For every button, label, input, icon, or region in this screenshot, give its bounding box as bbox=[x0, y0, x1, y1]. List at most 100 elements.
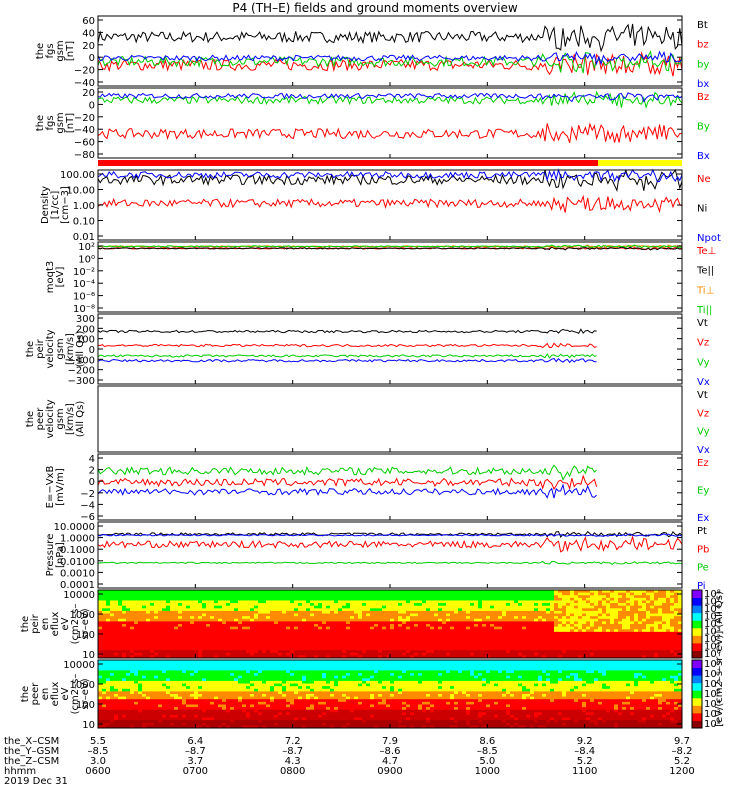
heat-cell bbox=[326, 637, 331, 641]
heat-cell bbox=[278, 644, 283, 649]
heat-cell bbox=[234, 626, 239, 630]
heat-cell bbox=[434, 618, 439, 622]
heat-cell bbox=[558, 603, 563, 607]
heat-cell bbox=[514, 592, 519, 596]
heat-cell bbox=[634, 616, 639, 620]
heat-cell bbox=[310, 644, 315, 649]
y-axis-label: Density bbox=[40, 186, 51, 224]
heat-cell bbox=[634, 629, 639, 633]
heat-cell bbox=[270, 610, 275, 615]
heat-cell bbox=[542, 608, 547, 612]
heat-cell bbox=[510, 626, 515, 630]
heat-cell bbox=[370, 650, 375, 654]
heat-cell bbox=[514, 605, 519, 609]
heat-cell bbox=[254, 629, 259, 633]
heat-cell bbox=[450, 652, 455, 656]
heat-cell bbox=[226, 590, 231, 594]
heat-cell bbox=[458, 621, 463, 625]
heat-cell bbox=[598, 592, 603, 596]
heat-cell bbox=[462, 626, 467, 630]
heat-cell bbox=[238, 644, 243, 649]
heat-cell bbox=[474, 639, 479, 643]
heat-cell bbox=[534, 639, 539, 643]
heat-cell bbox=[290, 613, 295, 617]
heat-cell bbox=[398, 637, 403, 641]
legend-Vt: Vt bbox=[697, 390, 708, 401]
heat-cell bbox=[138, 616, 143, 620]
heat-cell bbox=[558, 629, 563, 633]
heat-cell bbox=[282, 655, 287, 659]
heat-cell bbox=[214, 605, 219, 609]
heat-cell bbox=[590, 600, 595, 604]
heat-cell bbox=[318, 618, 323, 622]
heat-cell bbox=[182, 629, 187, 633]
heat-cell bbox=[118, 652, 123, 656]
heat-cell bbox=[134, 631, 139, 635]
heat-cell bbox=[502, 650, 507, 654]
heat-cell bbox=[374, 652, 379, 656]
heat-cell bbox=[510, 634, 515, 638]
heat-cell bbox=[626, 608, 631, 612]
heat-cell bbox=[506, 647, 511, 651]
heat-cell bbox=[186, 624, 191, 628]
heat-cell bbox=[486, 624, 491, 628]
heat-cell bbox=[522, 642, 527, 646]
heat-cell bbox=[218, 610, 223, 615]
heat-cell bbox=[174, 634, 179, 638]
heat-cell bbox=[242, 652, 247, 656]
heat-cell bbox=[626, 642, 631, 646]
heat-cell bbox=[154, 650, 159, 654]
heat-cell bbox=[602, 639, 607, 643]
heat-cell bbox=[278, 590, 283, 594]
heat-cell bbox=[250, 603, 255, 607]
heat-cell bbox=[458, 634, 463, 638]
heat-cell bbox=[330, 608, 335, 612]
heat-cell bbox=[450, 595, 455, 599]
heat-cell bbox=[202, 618, 207, 622]
heat-cell bbox=[622, 642, 627, 646]
heat-cell bbox=[350, 600, 355, 604]
heat-cell bbox=[258, 644, 263, 649]
heat-cell bbox=[342, 608, 347, 612]
heat-cell bbox=[286, 592, 291, 596]
heat-cell bbox=[222, 610, 227, 615]
heat-cell bbox=[610, 616, 615, 620]
heat-cell bbox=[590, 629, 595, 633]
heat-cell bbox=[222, 655, 227, 659]
heat-cell bbox=[602, 655, 607, 659]
heat-cell bbox=[266, 603, 271, 607]
heat-cell bbox=[146, 626, 151, 630]
heat-cell bbox=[514, 600, 519, 604]
heat-cell bbox=[450, 639, 455, 643]
heat-cell bbox=[414, 605, 419, 609]
heat-cell bbox=[306, 595, 311, 599]
heat-cell bbox=[198, 608, 203, 612]
heat-cell bbox=[210, 624, 215, 628]
heat-cell bbox=[590, 626, 595, 630]
heat-cell bbox=[386, 624, 391, 628]
heat-cell bbox=[334, 616, 339, 620]
heat-cell bbox=[454, 626, 459, 630]
heat-cell bbox=[398, 629, 403, 633]
heat-cell bbox=[258, 647, 263, 651]
heat-cell bbox=[418, 590, 423, 594]
heat-cell bbox=[486, 637, 491, 641]
heat-cell bbox=[210, 592, 215, 596]
heat-cell bbox=[422, 605, 427, 609]
heat-cell bbox=[106, 639, 111, 643]
heat-cell bbox=[346, 631, 351, 635]
heat-cell bbox=[414, 644, 419, 649]
heat-cell bbox=[426, 650, 431, 654]
heat-cell bbox=[222, 647, 227, 651]
heat-cell bbox=[102, 647, 107, 651]
heat-cell bbox=[322, 616, 327, 620]
heat-cell bbox=[606, 655, 611, 659]
heat-cell bbox=[330, 592, 335, 596]
heat-cell bbox=[450, 629, 455, 633]
y-tick-label: 10⁰ bbox=[78, 254, 95, 265]
heat-cell bbox=[222, 629, 227, 633]
heat-cell bbox=[154, 642, 159, 646]
heat-cell bbox=[314, 639, 319, 643]
heat-cell bbox=[466, 650, 471, 654]
heat-cell bbox=[630, 621, 635, 625]
